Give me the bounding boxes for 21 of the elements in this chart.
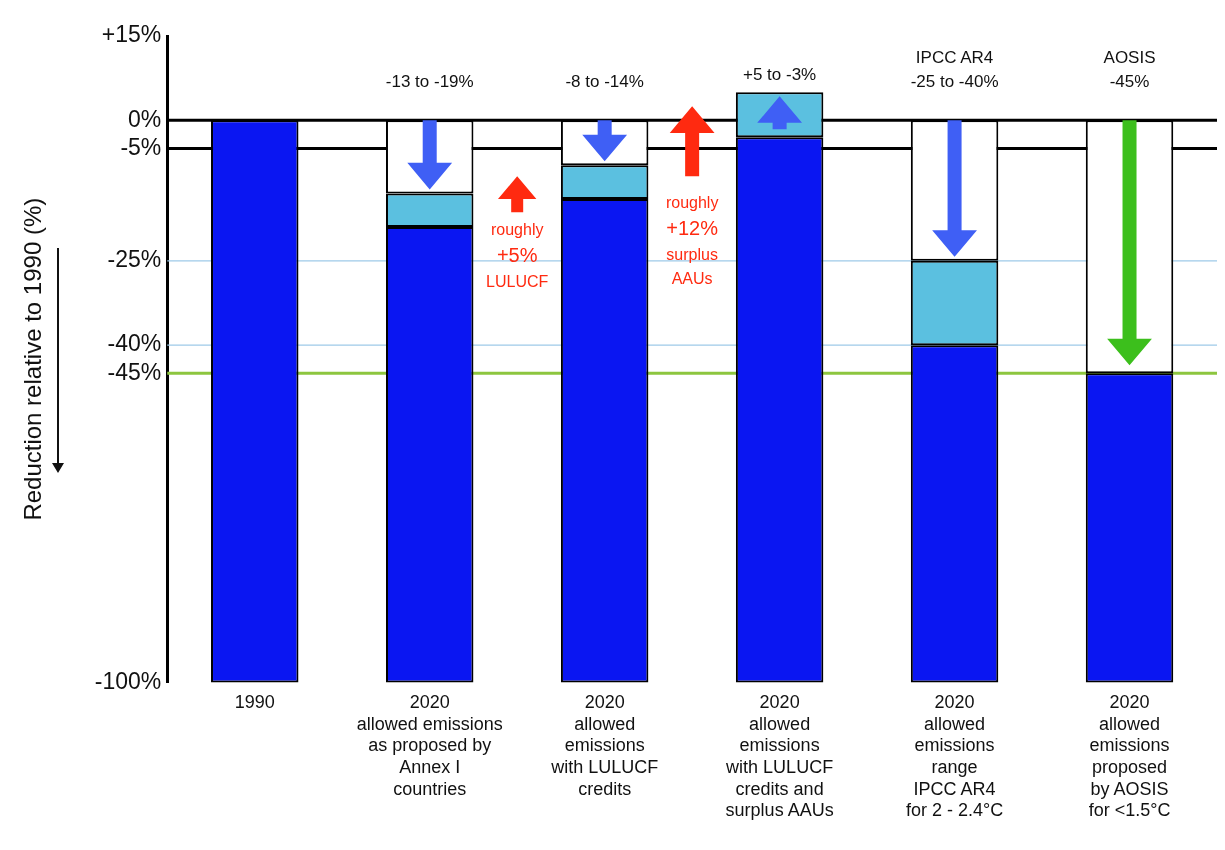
x-tick-label: 2020 allowed emissions with LULUCF credits and surplus AAUs bbox=[725, 692, 834, 821]
annotation: roughly +5% LULUCF bbox=[486, 220, 549, 290]
annotation: AOSIS -45% bbox=[1103, 47, 1156, 91]
y-tick-label: -45% bbox=[107, 358, 162, 385]
x-tick-label: 1990 bbox=[234, 692, 275, 713]
x-tick-label: 2020 allowed emissions as proposed by Annex I countries bbox=[356, 692, 503, 799]
y-tick-label: -5% bbox=[120, 133, 162, 160]
y-tick-label: +15% bbox=[101, 21, 162, 48]
x-tick-label: 2020 allowed emissions proposed by AOSIS for <1.5°C bbox=[1088, 692, 1171, 821]
annotation: -8 to -14% bbox=[565, 71, 644, 91]
annotation: +5 to -3% bbox=[742, 65, 817, 85]
y-tick-label: 0% bbox=[128, 105, 162, 132]
annotation: -13 to -19% bbox=[385, 71, 474, 91]
annotation: IPCC AR4 -25 to -40% bbox=[910, 47, 999, 91]
x-tick-label: 2020 allowed emissions with LULUCF credits bbox=[550, 692, 659, 799]
annotation: roughly +12% surplus AAUs bbox=[665, 193, 719, 287]
y-tick-label: -25% bbox=[107, 246, 162, 273]
y-axis-title: Reduction relative to 1990 (%) bbox=[19, 197, 47, 521]
y-tick-label: -100% bbox=[94, 667, 162, 694]
x-tick-label: 2020 allowed emissions range IPCC AR4 for 2 - 2.4°C bbox=[905, 692, 1004, 821]
y-tick-label: -40% bbox=[107, 330, 162, 357]
